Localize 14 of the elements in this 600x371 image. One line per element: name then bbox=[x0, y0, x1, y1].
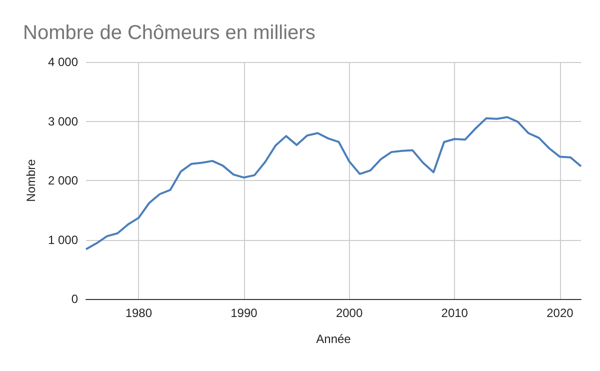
y-tick-label: 3 000 bbox=[48, 114, 78, 128]
x-tick-label: 2000 bbox=[336, 306, 363, 320]
x-tick-label: 2020 bbox=[546, 306, 574, 320]
line-series bbox=[85, 116, 582, 250]
y-tick-label: 0 bbox=[71, 292, 78, 306]
x-tick-label: 1980 bbox=[125, 306, 152, 320]
x-tick-label: 1990 bbox=[230, 306, 258, 320]
y-tick-label: 4 000 bbox=[48, 55, 78, 69]
y-axis-title: Nombre bbox=[24, 158, 38, 202]
y-tick-label: 2 000 bbox=[48, 174, 78, 188]
y-tick-label: 1 000 bbox=[48, 232, 78, 247]
chart-title: Nombre de Chômeurs en milliers bbox=[23, 22, 316, 44]
x-tick-label: 2010 bbox=[441, 306, 468, 320]
x-axis-title: Année bbox=[316, 332, 352, 346]
